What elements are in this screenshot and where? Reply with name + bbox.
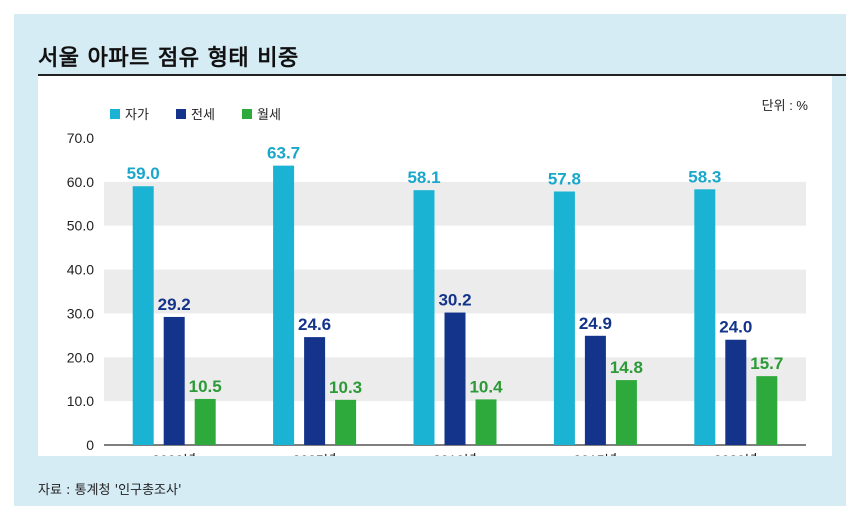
bar-전세-2005년 (304, 337, 326, 445)
bar-자가-2015년 (553, 191, 575, 445)
data-label: 24.6 (298, 315, 331, 334)
bar-chart: 0 10.0 20.0 30.0 40.0 50.0 60.0 70.0 59.0 29.2 10.… (67, 98, 809, 468)
bar-월세-2020년 (756, 376, 778, 445)
bar-월세-2000년 (194, 398, 216, 445)
data-label: 24.0 (719, 318, 752, 337)
legend-swatch-전세 (176, 109, 186, 119)
x-tick-label: 2000년 (152, 452, 196, 456)
x-tick-label: 2020년 (714, 452, 758, 456)
bar-자가-2005년 (273, 165, 295, 445)
bar-자가-2020년 (694, 189, 716, 445)
legend-swatch-월세 (242, 109, 252, 119)
data-label: 10.4 (469, 377, 503, 396)
legend-swatch-자가 (110, 109, 120, 119)
y-tick-label: 70.0 (67, 130, 94, 146)
bar-전세-2015년 (584, 335, 606, 445)
data-label: 15.7 (750, 354, 783, 373)
chart-panel: 서울 아파트 점유 형태 비중 0 10.0 20.0 30.0 40.0 50.0 60.… (14, 14, 846, 506)
bar-자가-2000년 (132, 186, 154, 445)
y-tick-label: 60.0 (67, 174, 94, 190)
bar-전세-2010년 (444, 312, 466, 445)
unit-label: 단위 : % (762, 98, 809, 113)
bar-월세-2005년 (335, 399, 357, 445)
grid-band (104, 269, 806, 314)
legend-label: 자가 (125, 107, 149, 122)
y-tick-label: 30.0 (67, 305, 94, 321)
y-tick-label: 0 (86, 437, 94, 453)
legend-label: 전세 (191, 107, 215, 122)
bar-전세-2020년 (725, 339, 747, 445)
data-label: 59.0 (127, 164, 160, 183)
data-label: 10.5 (189, 377, 222, 396)
bar-월세-2010년 (475, 399, 497, 445)
data-label: 58.3 (688, 167, 721, 186)
data-label: 57.8 (548, 170, 581, 189)
x-tick-label: 2010년 (433, 452, 477, 456)
data-label: 24.9 (579, 314, 612, 333)
bar-자가-2010년 (413, 190, 435, 445)
title-rule (38, 74, 846, 76)
data-label: 10.3 (329, 378, 362, 397)
chart-title: 서울 아파트 점유 형태 비중 (38, 46, 299, 71)
source-note: 자료 : 통계청 '인구총조사' (38, 483, 182, 498)
legend-label: 월세 (257, 107, 281, 122)
y-tick-label: 20.0 (67, 349, 94, 365)
y-tick-label: 40.0 (67, 262, 94, 278)
bar-월세-2015년 (615, 380, 637, 445)
bar-전세-2000년 (163, 316, 185, 445)
data-label: 29.2 (158, 295, 191, 314)
grid-band (104, 181, 806, 226)
data-label: 58.1 (407, 168, 440, 187)
y-tick-label: 50.0 (67, 218, 94, 234)
data-label: 30.2 (438, 291, 471, 310)
data-label: 14.8 (610, 358, 643, 377)
x-tick-label: 2005년 (293, 452, 337, 456)
chart-area: 0 10.0 20.0 30.0 40.0 50.0 60.0 70.0 59.0 29.2 10.… (38, 76, 832, 468)
y-tick-label: 10.0 (67, 393, 94, 409)
x-tick-label: 2015년 (573, 452, 617, 456)
data-label: 63.7 (267, 144, 300, 163)
